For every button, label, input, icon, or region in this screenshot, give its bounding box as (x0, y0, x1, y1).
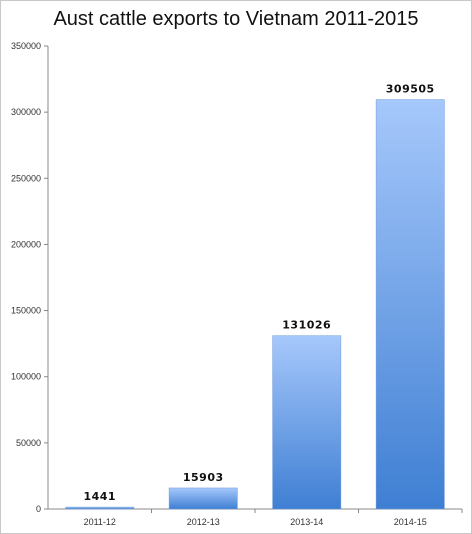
y-tick-label: 250000 (11, 173, 41, 183)
y-tick-label: 350000 (11, 41, 41, 51)
y-tick-label: 200000 (11, 239, 41, 249)
bar-2014-15 (375, 99, 445, 510)
data-label: 131026 (282, 319, 331, 332)
y-tick-label: 0 (36, 504, 41, 514)
bar-2013-14 (272, 335, 342, 510)
y-tick-label: 50000 (16, 438, 41, 448)
data-label: 15903 (183, 471, 224, 484)
x-tick-group: 2011-12 2012-13 2013-14 2014-15 (84, 509, 463, 527)
x-tick-label: 2011-12 (84, 517, 116, 527)
y-tick-group: 0 50000 100000 150000 200000 250000 300000 3500… (11, 41, 48, 514)
y-tick-label: 150000 (11, 306, 41, 316)
x-tick-label: 2012-13 (187, 517, 220, 527)
x-tick-label: 2014-15 (394, 517, 427, 527)
data-label-group: 1441 15903 131026 309505 (83, 83, 434, 504)
bar-2012-13 (168, 487, 238, 510)
chart-title: Aust cattle exports to Vietnam 2011-2015 (53, 8, 419, 30)
data-label: 309505 (386, 83, 435, 96)
y-tick-label: 100000 (11, 372, 41, 382)
bar-2011-12 (65, 506, 135, 510)
y-tick-label: 300000 (11, 107, 41, 117)
data-label: 1441 (83, 490, 116, 503)
bar-group (65, 99, 445, 510)
x-tick-label: 2013-14 (290, 517, 323, 527)
